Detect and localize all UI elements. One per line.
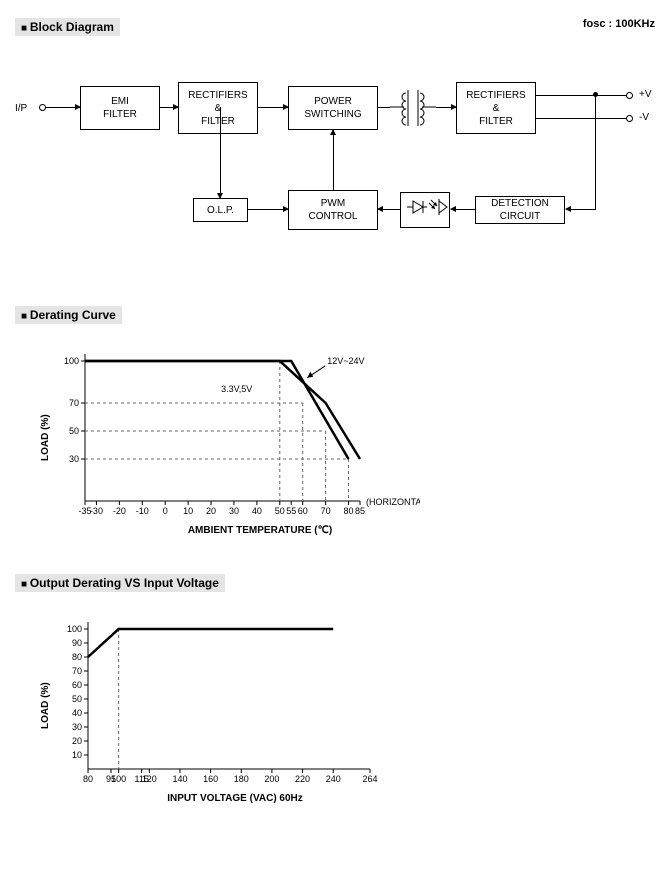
output-derating-ylabel: LOAD (%) [40,682,51,729]
svg-text:70: 70 [321,506,331,516]
svg-text:200: 200 [264,774,279,784]
wire [566,209,596,210]
svg-text:-10: -10 [136,506,149,516]
svg-text:80: 80 [83,774,93,784]
svg-text:40: 40 [72,708,82,718]
optocoupler-box [400,192,450,228]
olp-box: O.L.P. [193,198,248,222]
plusv-terminal-icon [626,92,633,99]
wire [333,130,334,190]
svg-text:20: 20 [72,736,82,746]
svg-text:120: 120 [142,774,157,784]
svg-text:30: 30 [69,454,79,464]
plusv-label: +V [639,89,652,100]
svg-text:85: 85 [355,506,365,516]
wire [378,209,400,210]
svg-text:-30: -30 [90,506,103,516]
svg-text:100: 100 [111,774,126,784]
minusv-label: -V [639,112,649,123]
svg-text:50: 50 [72,694,82,704]
svg-text:(HORIZONTAL): (HORIZONTAL) [366,497,420,507]
svg-text:80: 80 [72,652,82,662]
svg-text:-20: -20 [113,506,126,516]
svg-text:80: 80 [344,506,354,516]
svg-text:10: 10 [183,506,193,516]
svg-text:12V~24V: 12V~24V [327,356,364,366]
wire [536,118,626,119]
detection-circuit-box: DETECTION CIRCUIT [475,196,565,224]
derating-curve-chart: LOAD (%) 305070100-35-30-20-100102030405… [60,346,420,536]
svg-text:100: 100 [67,624,82,634]
wire [248,209,288,210]
pwm-control-box: PWM CONTROL [288,190,378,230]
fosc-label: fosc : 100KHz [583,18,655,30]
ip-label: I/P [15,103,27,114]
wire [160,107,178,108]
wire [536,95,626,96]
output-derating-svg: 1020304050607080901008095100115120140160… [60,614,380,789]
svg-text:50: 50 [275,506,285,516]
svg-text:100: 100 [64,356,79,366]
svg-text:70: 70 [69,398,79,408]
svg-text:60: 60 [72,680,82,690]
svg-text:30: 30 [229,506,239,516]
rectifier1-box: RECTIFIERS & FILTER [178,82,258,134]
svg-text:264: 264 [362,774,377,784]
optocoupler-icon [401,193,451,229]
section-title-derating: Derating Curve [15,306,122,324]
wire [378,107,390,108]
emi-filter-box: EMI FILTER [80,86,160,130]
wire [258,107,288,108]
output-derating-xlabel: INPUT VOLTAGE (VAC) 60Hz [90,793,380,804]
rectifier2-box: RECTIFIERS & FILTER [456,82,536,134]
section-title-block-diagram: Block Diagram [15,18,120,36]
wire [436,107,456,108]
svg-text:70: 70 [72,666,82,676]
derating-xlabel: AMBIENT TEMPERATURE (℃) [100,525,420,536]
svg-text:140: 140 [172,774,187,784]
svg-text:0: 0 [163,506,168,516]
ip-terminal-icon [39,104,46,111]
power-switching-box: POWER SWITCHING [288,86,378,130]
svg-text:90: 90 [72,638,82,648]
svg-text:30: 30 [72,722,82,732]
svg-text:240: 240 [326,774,341,784]
derating-svg: 305070100-35-30-20-100102030405055607080… [60,346,420,521]
svg-text:20: 20 [206,506,216,516]
block-diagram: I/P EMI FILTER RECTIFIERS & FILTER POWER… [15,48,655,278]
svg-text:10: 10 [72,750,82,760]
svg-text:160: 160 [203,774,218,784]
svg-text:55: 55 [286,506,296,516]
wire [46,107,80,108]
svg-text:40: 40 [252,506,262,516]
wire [220,107,221,198]
derating-ylabel: LOAD (%) [40,414,51,461]
transformer-icon [390,88,436,128]
output-derating-chart: LOAD (%) 1020304050607080901008095100115… [60,614,380,804]
section-title-output-derating: Output Derating VS Input Voltage [15,574,225,592]
svg-text:50: 50 [69,426,79,436]
svg-text:60: 60 [298,506,308,516]
svg-text:180: 180 [234,774,249,784]
svg-text:3.3V,5V: 3.3V,5V [221,384,252,394]
wire [451,209,475,210]
wire [595,95,596,210]
svg-text:220: 220 [295,774,310,784]
minusv-terminal-icon [626,115,633,122]
